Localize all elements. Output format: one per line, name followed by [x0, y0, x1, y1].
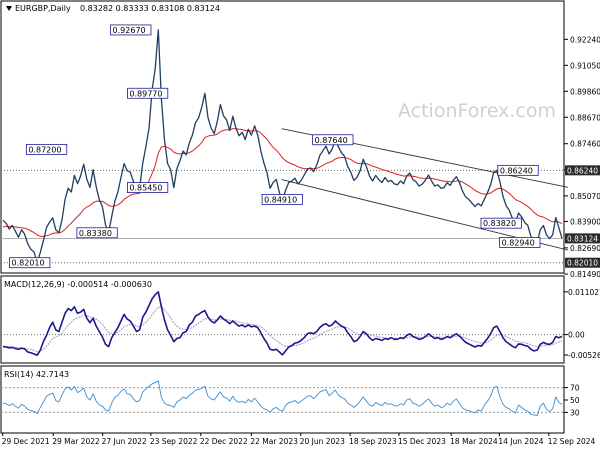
price-tick-label: 0.83900 [570, 217, 600, 226]
price-tag-label: 0.86240 [567, 166, 598, 175]
annotation-box [499, 236, 541, 248]
price-tick-label: 0.87460 [570, 140, 600, 149]
price-tags: 0.86240 0.83124 0.82010 [565, 165, 600, 268]
date-tick-label: 18 Sep 2023 [349, 437, 397, 446]
date-tick-label: 20 Jun 2023 [300, 437, 345, 446]
annotation-box [126, 182, 169, 193]
annotation-label: 0.87640 [315, 136, 348, 145]
price-annotations: 0.92670 0.89770 0.87200 0.85450 0.83380 0.820… [9, 24, 541, 269]
annotation-box [9, 257, 51, 269]
price-tick-label: 0.82690 [570, 244, 600, 253]
date-tick-label: 23 Sep 2022 [150, 437, 198, 446]
date-tick-label: 14 Jun 2024 [498, 437, 543, 446]
price-tag-box [565, 233, 600, 244]
date-tick-label: 27 Jun 2022 [102, 437, 147, 446]
macd-tick-label: 0.00 [568, 331, 585, 340]
macd-line [2, 291, 563, 356]
annotation-label: 0.89770 [129, 89, 162, 98]
price-tag-label: 0.82010 [567, 259, 598, 268]
price-tag-box [565, 257, 600, 268]
macd-title: MACD(12,26,9) -0.000514 -0.000630 [4, 280, 152, 289]
macd-tick-label: -0.005267 [568, 351, 600, 360]
rsi-tick-label: 70 [570, 384, 580, 393]
annotation-box [76, 227, 118, 239]
ohlc-label: 0.83282 0.83333 0.83108 0.83124 [80, 4, 220, 13]
collapse-arrow-icon[interactable] [6, 6, 12, 11]
price-tick-label: 0.85070 [570, 192, 600, 201]
price-tag-label: 0.83124 [567, 234, 598, 243]
date-tick-label: 22 Mar 2023 [250, 437, 298, 446]
annotation-label: 0.84910 [264, 195, 297, 204]
price-tick-label: 0.89860 [570, 87, 600, 96]
annotation-box [312, 134, 354, 146]
annotation-box [497, 164, 539, 176]
annotation-box [126, 87, 169, 99]
price-tick-label: 0.88670 [570, 113, 600, 122]
annotation-label: 0.82940 [502, 238, 535, 247]
date-tick-label: 12 Sep 2024 [548, 437, 596, 446]
annotation-label: 0.82010 [12, 259, 45, 268]
annotation-label: 0.87200 [28, 145, 61, 154]
date-tick-label: 29 Dec 2021 [2, 437, 50, 446]
annotation-label: 0.85450 [129, 184, 162, 193]
price-panel-frame [0, 0, 565, 274]
price-tick-label: 0.81490 [570, 270, 600, 279]
rsi-tick-label: 50 [570, 396, 580, 405]
date-tick-label: 15 Dec 2023 [398, 437, 446, 446]
price-tick-label: 0.92240 [570, 35, 600, 44]
macd-signal-line [2, 306, 563, 353]
annotation-label: 0.92670 [113, 26, 146, 35]
annotation-label: 0.83820 [483, 219, 516, 228]
date-tick-label: 29 Mar 2022 [52, 437, 100, 446]
price-levels [1, 169, 564, 264]
annotation-label: 0.86240 [500, 166, 533, 175]
annotation-box [261, 193, 303, 205]
rsi-tick-label: 30 [570, 408, 580, 417]
symbol-label: EURGBP,Daily [15, 4, 71, 13]
annotation-label: 0.83380 [79, 229, 112, 238]
macd-panel-frame [0, 275, 565, 364]
macd-axis: 0.011027 0.00 -0.005267 [1, 288, 600, 360]
watermark: ActionForex.com [398, 100, 556, 122]
date-tick-label: 18 Mar 2024 [450, 437, 498, 446]
macd-tick-label: 0.011027 [568, 288, 600, 297]
price-tag-box [565, 165, 600, 176]
macd-series [2, 291, 563, 356]
date-axis: 29 Dec 2021 29 Mar 2022 27 Jun 2022 23 Sep … [2, 433, 596, 446]
price-tick-label: 0.91050 [570, 61, 600, 70]
ema-line [2, 128, 563, 238]
date-tick-label: 22 Dec 2022 [200, 437, 248, 446]
annotation-box [110, 24, 152, 36]
annotation-box [480, 217, 522, 229]
rsi-line [2, 380, 563, 416]
rsi-axis: 70 50 30 [1, 384, 580, 417]
rsi-title: RSI(14) 42.7143 [4, 370, 69, 379]
rsi-series [2, 380, 563, 416]
annotation-box [25, 143, 68, 155]
